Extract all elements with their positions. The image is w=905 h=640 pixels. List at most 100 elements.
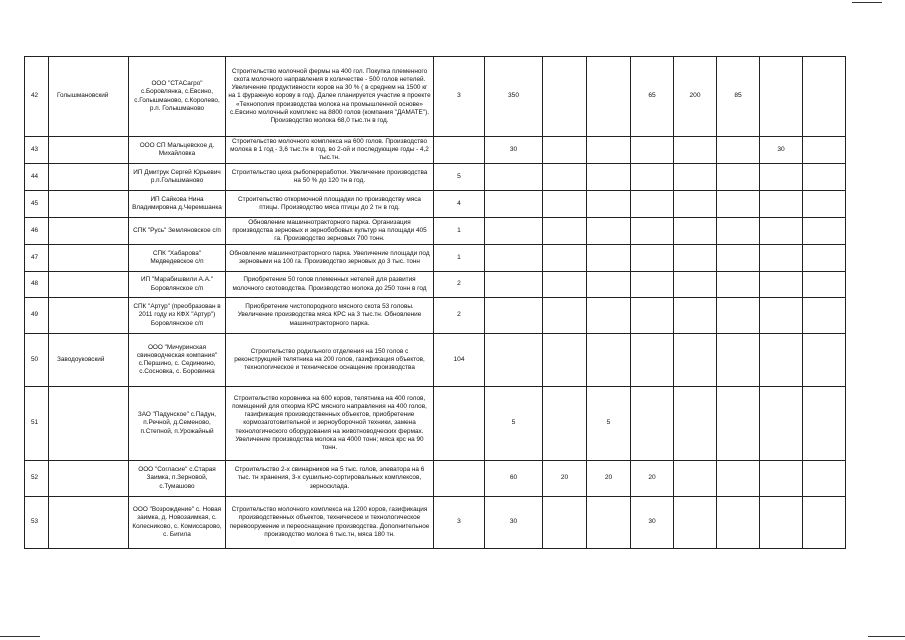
project-description-cell: Обновление машиннотракторного парка. Орг… [225,217,434,245]
value-cell [759,333,803,387]
value-cell [716,217,760,245]
value-cell [586,190,631,218]
district-cell [48,136,129,164]
value-cell: 2 [433,297,485,334]
value-cell [716,297,760,334]
value-cell [759,460,803,497]
value-cell [716,460,760,497]
organization-cell: СПК "Русь" Земляновское с/п [128,217,226,245]
value-cell [673,333,717,387]
project-description-cell: Строительство родильного отделения на 15… [225,333,434,387]
project-description-cell: Строительство коровника на 600 коров, те… [225,386,434,461]
value-cell: 5 [433,163,485,191]
organization-cell: ЗАО "Падунское" с.Падун, п.Речной, д.Сем… [128,386,226,461]
value-cell [716,333,760,387]
value-cell [484,297,543,334]
value-cell: 2 [433,271,485,298]
value-cell [716,386,760,461]
value-cell: 5 [484,386,543,461]
table-row: 45 ИП Сайкова Нина Владимировна д.Черемша… [24,190,846,218]
table-row: 48 ИП "Марабишвили А.А." Боровлянское с/п… [24,271,846,298]
value-cell [716,271,760,298]
row-number-cell: 47 [24,244,49,272]
project-description-cell: Строительство молочного комплекса на 120… [225,496,434,549]
value-cell: 200 [673,56,717,137]
value-cell [759,56,803,137]
value-cell: 5 [586,386,631,461]
value-cell [586,217,631,245]
value-cell [542,136,587,164]
value-cell [433,136,485,164]
value-cell [484,244,543,272]
organization-cell: ИП Дмитрук Сергей Юрьевич р.п.Голышманов… [128,163,226,191]
value-cell [542,386,587,461]
table-row: 44 ИП Дмитрук Сергей Юрьевич р.п.Голышман… [24,163,846,191]
value-cell [759,217,803,245]
value-cell [802,56,846,137]
table-row: 52 ООО "Согласие" с.Старая Заимка, п.Зерн… [24,460,846,497]
value-cell [759,271,803,298]
value-cell [802,271,846,298]
value-cell [716,136,760,164]
value-cell [433,460,485,497]
value-cell [542,297,587,334]
value-cell: 1 [433,244,485,272]
value-cell: 65 [630,56,674,137]
table-row: 53 ООО "Возрождение" с. Новая заимка, д. … [24,496,846,549]
value-cell [630,136,674,164]
district-cell [48,271,129,298]
row-number-cell: 53 [24,496,49,549]
value-cell: 3 [433,496,485,549]
value-cell [630,190,674,218]
value-cell [673,297,717,334]
row-number-cell: 44 [24,163,49,191]
value-cell [630,163,674,191]
district-cell [48,190,129,218]
value-cell [673,496,717,549]
district-cell: Голышмановский [48,56,129,137]
scan-artifact-bottom-right [868,636,905,637]
project-description-cell: Приобретение 50 голов племенных нетелей … [225,271,434,298]
table-row: 47 СПК "Хабарова" Медведевское с/п Обновле… [24,244,846,272]
value-cell [673,190,717,218]
value-cell: 104 [433,333,485,387]
value-cell [759,190,803,218]
value-cell: 20 [630,460,674,497]
row-number-cell: 42 [24,56,49,137]
organization-cell: ИП Сайкова Нина Владимировна д.Черемшанк… [128,190,226,218]
project-description-cell: Строительство откормочной площадки по пр… [225,190,434,218]
value-cell [673,460,717,497]
row-number-cell: 46 [24,217,49,245]
row-number-cell: 51 [24,386,49,461]
value-cell [542,333,587,387]
value-cell [542,163,587,191]
table-row: 43 ООО СП Мальцевское д. Михайловка Строит… [24,136,846,164]
table-row: 51 ЗАО "Падунское" с.Падун, п.Речной, д.С… [24,386,846,461]
value-cell [586,163,631,191]
value-cell [542,496,587,549]
organization-cell: СПК "Хабарова" Медведевское с/п [128,244,226,272]
value-cell [630,297,674,334]
value-cell [802,297,846,334]
project-description-cell: Строительство молочного комплекса на 600… [225,136,434,164]
district-cell [48,496,129,549]
row-number-cell: 49 [24,297,49,334]
value-cell [586,271,631,298]
value-cell [586,297,631,334]
value-cell [542,56,587,137]
value-cell [673,163,717,191]
value-cell [802,386,846,461]
district-cell [48,297,129,334]
row-number-cell: 45 [24,190,49,218]
value-cell: 350 [484,56,543,137]
value-cell: 85 [716,56,760,137]
value-cell [484,333,543,387]
scan-artifact-bottom-left [0,636,40,637]
value-cell [759,496,803,549]
value-cell: 1 [433,217,485,245]
table-row: 46 СПК "Русь" Земляновское с/п Обновление … [24,217,846,245]
value-cell [542,190,587,218]
row-number-cell: 52 [24,460,49,497]
value-cell: 30 [484,496,543,549]
value-cell [542,217,587,245]
